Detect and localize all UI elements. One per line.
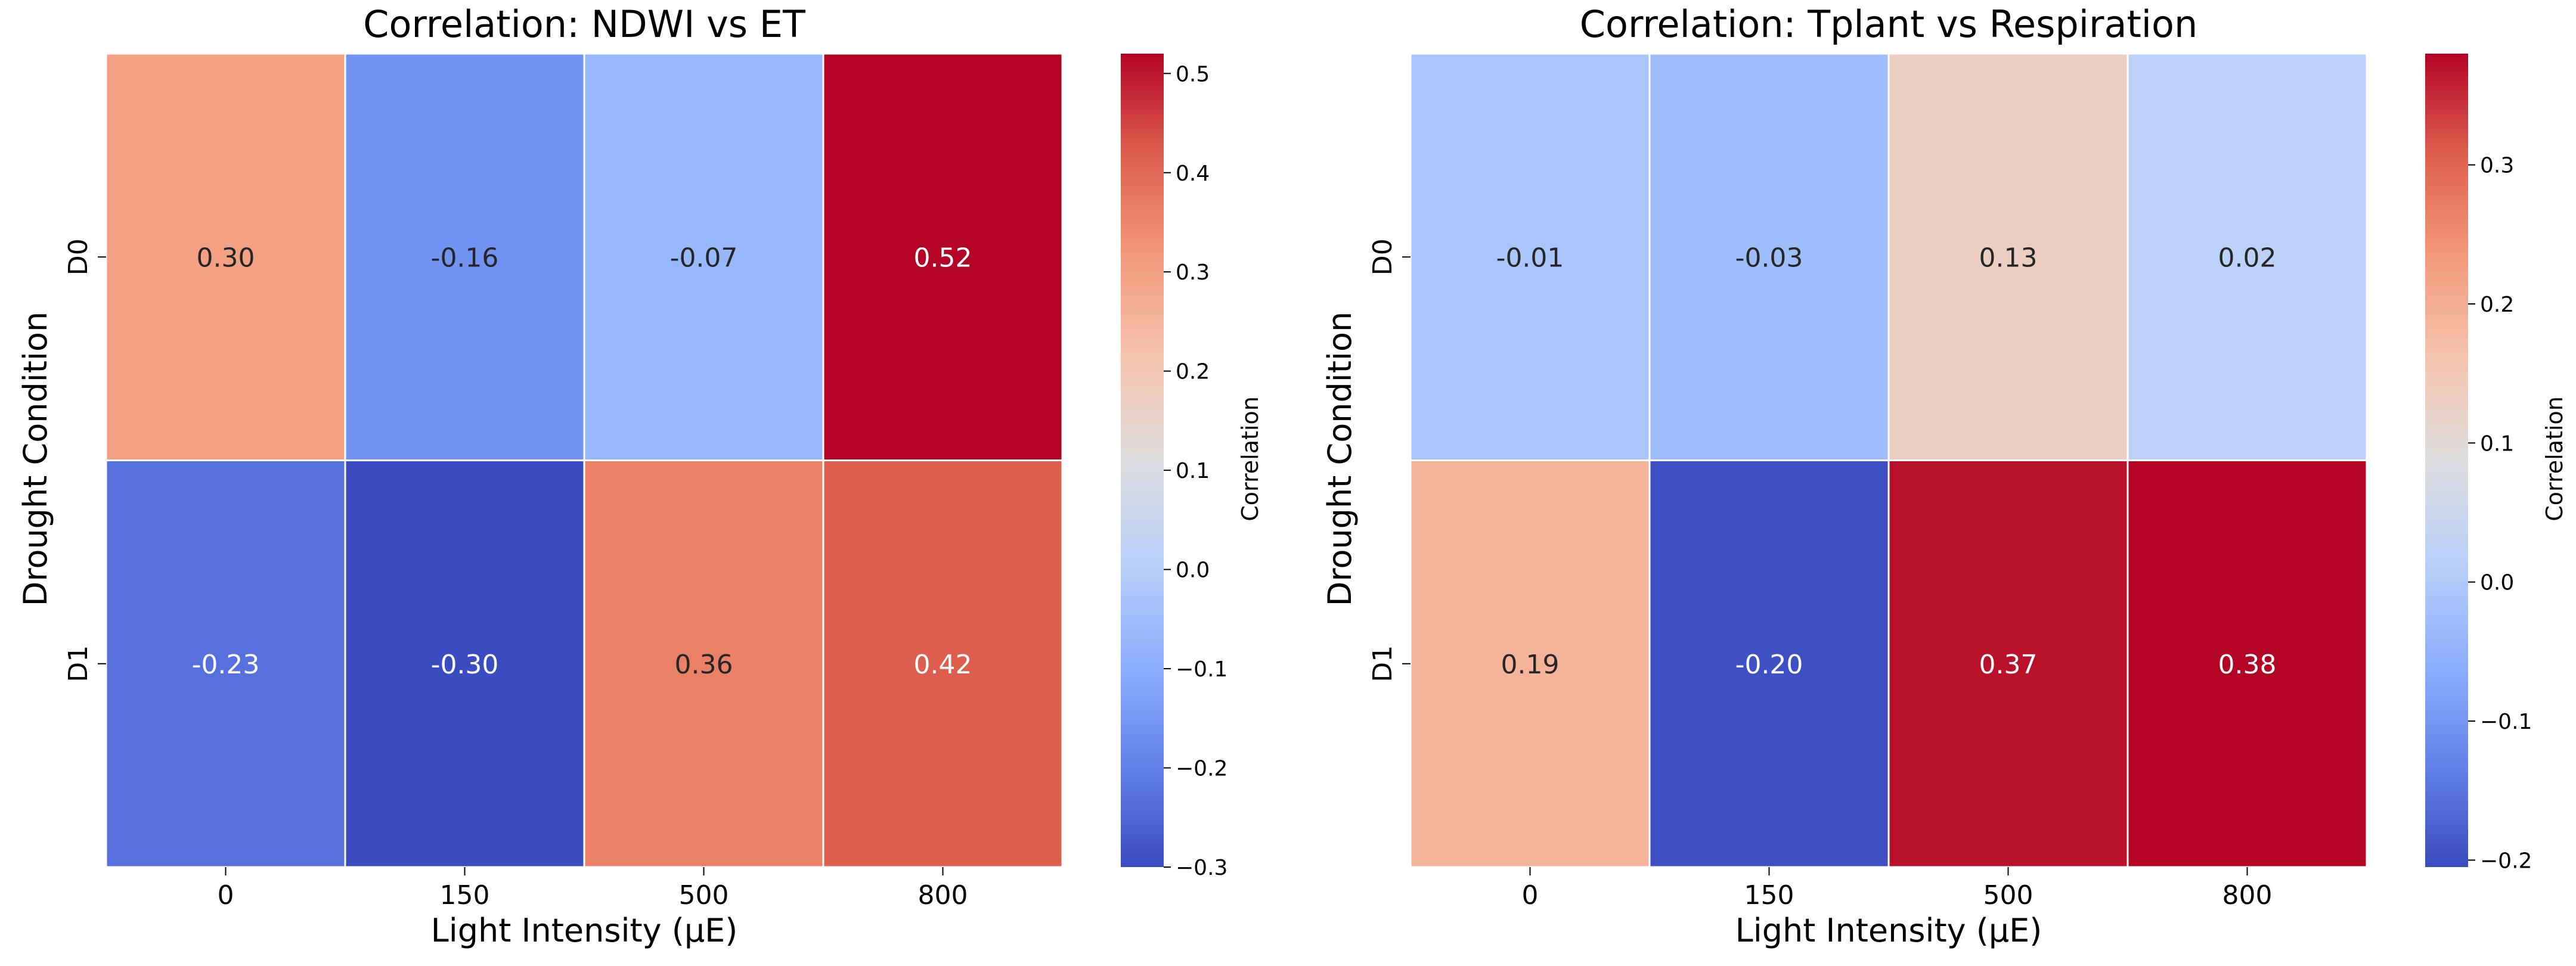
cell-value-label: -0.03 bbox=[1735, 243, 1803, 273]
colorbar-tick-label: −0.3 bbox=[1176, 856, 1227, 880]
colorbar-tick-label: 0.0 bbox=[1176, 558, 1210, 583]
cell-value-label: 0.52 bbox=[914, 243, 972, 273]
colorbar-tick-label: 0.0 bbox=[2480, 571, 2514, 595]
x-tick-label: 150 bbox=[1744, 880, 1794, 911]
colorbar: −0.2 −0.1 0.0 0.1 0.2 0.3 bbox=[2425, 54, 2532, 873]
y-tick-label: D1 bbox=[63, 645, 94, 682]
colorbar-tick-label: −0.2 bbox=[2480, 849, 2532, 873]
y-tick-label: D1 bbox=[1368, 645, 1398, 682]
heatmap-cell bbox=[105, 52, 346, 461]
x-tick-label: 0 bbox=[218, 880, 234, 911]
y-tick-label: D0 bbox=[1368, 238, 1398, 275]
heatmap-cell bbox=[1648, 459, 1890, 868]
heatmap-panel-tplant-respiration: Correlation: Tplant vs Respiration -0.01… bbox=[1321, 2, 2568, 949]
colorbar: −0.3 −0.2 −0.1 0.0 0.1 0.2 0.3 0.4 0.5 bbox=[1121, 54, 1227, 880]
x-tick-label: 500 bbox=[1983, 880, 2033, 911]
cell-value-label: 0.42 bbox=[914, 650, 972, 680]
heatmap-cell bbox=[583, 52, 824, 461]
x-axis-label: Light Intensity (µE) bbox=[431, 912, 738, 949]
cell-value-label: -0.01 bbox=[1496, 243, 1564, 273]
x-tick-label: 800 bbox=[2222, 880, 2273, 911]
colorbar-tick-label: 0.2 bbox=[2480, 293, 2514, 317]
heatmap-cell bbox=[2126, 459, 2368, 868]
cell-value-label: 0.19 bbox=[1501, 650, 1560, 680]
colorbar-label: Correlation bbox=[1237, 396, 1263, 521]
cell-value-label: 0.13 bbox=[1979, 243, 2038, 273]
y-axis-label: Drought Condition bbox=[17, 312, 54, 606]
heatmap-cell bbox=[1887, 459, 2129, 868]
heatmap-cell bbox=[344, 52, 585, 461]
heatmap-cell bbox=[583, 459, 824, 868]
chart-title: Correlation: NDWI vs ET bbox=[363, 2, 806, 46]
y-axis: D0 D1 bbox=[63, 238, 106, 682]
colorbar-tick-label: 0.1 bbox=[2480, 431, 2514, 456]
colorbar-tick-label: 0.3 bbox=[1176, 260, 1210, 285]
colorbar-tick-label: 0.4 bbox=[1176, 161, 1210, 186]
cell-value-label: 0.38 bbox=[2218, 650, 2277, 680]
y-axis: D0 D1 bbox=[1368, 238, 1411, 682]
heatmap-cell bbox=[1648, 52, 1890, 461]
heatmap-cell bbox=[1409, 459, 1651, 868]
heatmap-cell bbox=[1409, 52, 1651, 461]
colorbar-tick-label: 0.2 bbox=[1176, 360, 1210, 384]
cell-value-label: -0.16 bbox=[431, 243, 499, 273]
cell-value-label: 0.30 bbox=[197, 243, 255, 273]
heatmap-cells: -0.01 -0.03 0.13 0.02 0.19 -0.20 0.37 0.38 bbox=[1409, 52, 2368, 868]
heatmap-cell bbox=[822, 52, 1064, 461]
x-axis-label: Light Intensity (µE) bbox=[1735, 912, 2042, 949]
colorbar-tick-label: 0.5 bbox=[1176, 62, 1210, 86]
cell-value-label: 0.37 bbox=[1979, 650, 2038, 680]
chart-title: Correlation: Tplant vs Respiration bbox=[1580, 2, 2198, 46]
colorbar-gradient bbox=[2425, 54, 2468, 867]
x-tick-label: 150 bbox=[440, 880, 490, 911]
y-axis-label: Drought Condition bbox=[1321, 312, 1359, 606]
x-tick-label: 800 bbox=[918, 880, 968, 911]
y-tick-label: D0 bbox=[63, 238, 94, 275]
heatmap-panel-ndwi-et: Correlation: NDWI vs ET 0.30 -0.16 -0.07 0.… bbox=[17, 2, 1263, 949]
heatmap-cells: 0.30 -0.16 -0.07 0.52 -0.23 -0.30 0.36 0.42 bbox=[105, 52, 1064, 868]
cell-value-label: 0.02 bbox=[2218, 243, 2277, 273]
colorbar-label: Correlation bbox=[2541, 396, 2568, 521]
colorbar-tick-label: −0.1 bbox=[1176, 657, 1227, 682]
x-axis: 0 150 500 800 bbox=[218, 867, 968, 911]
x-tick-label: 500 bbox=[679, 880, 729, 911]
cell-value-label: -0.23 bbox=[192, 650, 260, 680]
heatmap-cell bbox=[822, 459, 1064, 868]
cell-value-label: -0.07 bbox=[670, 243, 738, 273]
colorbar-tick-label: 0.3 bbox=[2480, 154, 2514, 178]
colorbar-gradient bbox=[1121, 54, 1164, 867]
colorbar-tick-label: −0.2 bbox=[1176, 757, 1227, 781]
colorbar-tick-label: −0.1 bbox=[2480, 710, 2532, 734]
cell-value-label: -0.20 bbox=[1735, 650, 1803, 680]
x-tick-label: 0 bbox=[1522, 880, 1539, 911]
cell-value-label: 0.36 bbox=[675, 650, 733, 680]
heatmap-cell bbox=[2126, 52, 2368, 461]
colorbar-tick-label: 0.1 bbox=[1176, 459, 1210, 483]
cell-value-label: -0.30 bbox=[431, 650, 499, 680]
x-axis: 0 150 500 800 bbox=[1522, 867, 2273, 911]
